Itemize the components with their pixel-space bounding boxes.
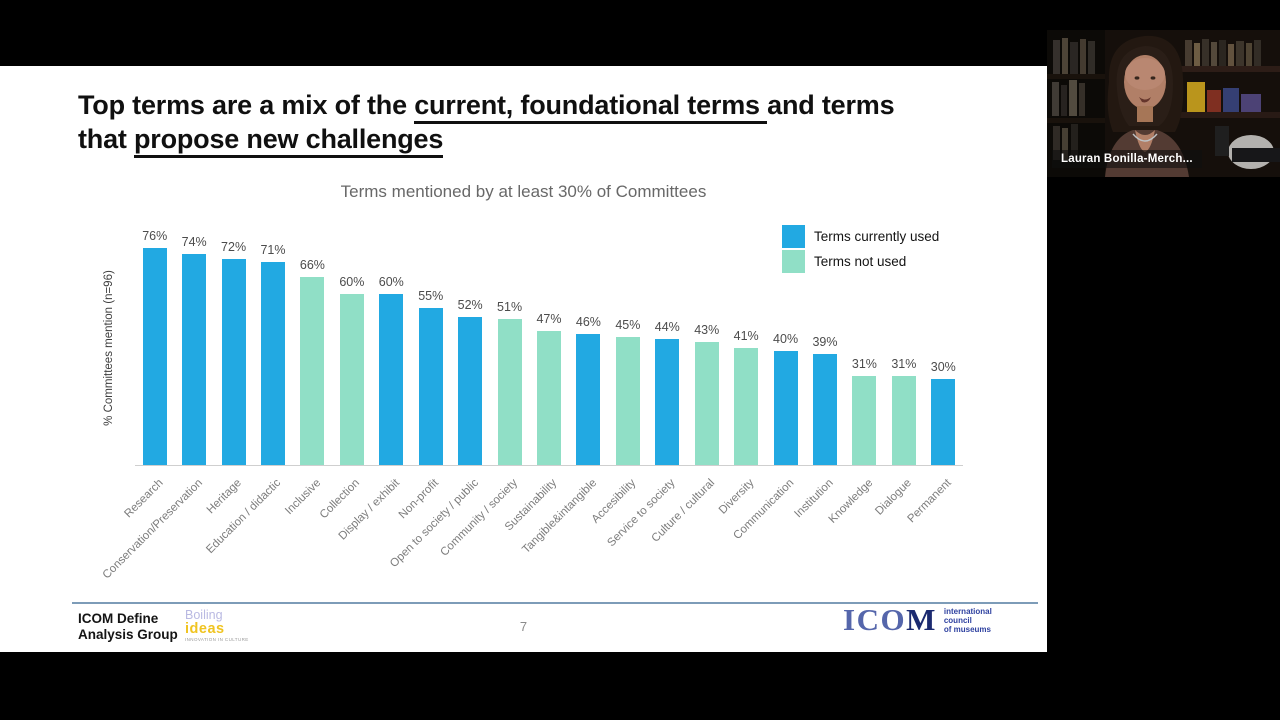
bar-institution bbox=[813, 353, 837, 465]
bar-service-to-society bbox=[655, 339, 680, 465]
bar-value-label: 76% bbox=[142, 229, 168, 244]
bar-value-label: 52% bbox=[457, 297, 483, 312]
bar-value-label: 31% bbox=[891, 357, 917, 372]
bar-value-label: 66% bbox=[299, 257, 325, 272]
legend-swatch-currently_used bbox=[782, 224, 805, 248]
bar-value-label: 74% bbox=[181, 234, 207, 249]
bar-inclusive bbox=[300, 276, 325, 465]
bar-value-label: 46% bbox=[575, 314, 601, 329]
x-axis-category-label: Tangible&intangible bbox=[519, 477, 599, 557]
chart-legend: Terms currently used Terms not used bbox=[782, 224, 939, 274]
x-axis-category-label: Dialogue bbox=[873, 477, 915, 518]
title-text: and terms bbox=[767, 90, 895, 120]
title-text: that bbox=[78, 124, 134, 154]
bar-value-label: 41% bbox=[733, 328, 759, 343]
bar-value-label: 72% bbox=[221, 240, 247, 255]
bar-value-label: 60% bbox=[339, 274, 365, 289]
bar-value-label: 44% bbox=[654, 320, 680, 335]
legend-label-not_used: Terms not used bbox=[814, 253, 907, 269]
bar-sustainability bbox=[537, 330, 561, 465]
x-axis-category-label: Education / didactic bbox=[204, 477, 284, 557]
bar-value-label: 31% bbox=[851, 357, 877, 372]
bar-permanent bbox=[931, 379, 956, 465]
bar-non-profit bbox=[418, 307, 443, 465]
boiling-ideas-logo-tagline: INNOVATION IN CULTURE bbox=[185, 637, 249, 642]
bar-education-didactic bbox=[261, 262, 285, 465]
participant-name-label: Lauran Bonilla-Merch... bbox=[1052, 150, 1202, 168]
bar-value-label: 55% bbox=[418, 288, 444, 303]
bar-knowledge bbox=[852, 376, 877, 465]
bar-diversity bbox=[734, 347, 759, 465]
bar-value-label: 71% bbox=[260, 243, 286, 258]
bar-heritage bbox=[221, 259, 246, 465]
bar-value-label: 30% bbox=[930, 360, 956, 375]
x-axis-category-label: Diversity bbox=[716, 477, 757, 517]
title-underlined-text: propose new challenges bbox=[134, 124, 443, 158]
page-number: 7 bbox=[519, 619, 528, 634]
slide-title: Top terms are a mix of the current, foun… bbox=[78, 88, 988, 158]
footer-group-name: ICOM Define Analysis Group bbox=[78, 611, 178, 642]
chart-title: Terms mentioned by at least 30% of Commi… bbox=[340, 182, 707, 201]
icom-logo-subtext-line: of museums bbox=[943, 624, 991, 634]
bar-value-label: 40% bbox=[773, 331, 799, 346]
chart-plot-layer: % Committees mention (n=96) 76% Research 7… bbox=[0, 66, 1047, 652]
boiling-ideas-logo-text: Boiling bbox=[185, 608, 223, 622]
bar-value-label: 45% bbox=[615, 317, 641, 332]
bar-display-exhibit bbox=[379, 293, 404, 465]
presentation-slide: Top terms are a mix of the current, foun… bbox=[0, 66, 1047, 652]
bar-research bbox=[142, 248, 167, 465]
boiling-ideas-logo: Boiling ideas INNOVATION IN CULTURE bbox=[185, 609, 249, 643]
icom-logo-text: M bbox=[906, 602, 937, 637]
slide-title-line1: Top terms are a mix of the current, foun… bbox=[78, 88, 988, 124]
icom-logo-subtext-line: council bbox=[943, 615, 972, 625]
footer-group-line2: Analysis Group bbox=[78, 626, 178, 642]
bar-conservation-preservation bbox=[182, 253, 207, 465]
x-axis-line bbox=[135, 465, 963, 466]
bar-community-society bbox=[497, 319, 522, 465]
bar-open-to-society-public bbox=[458, 316, 483, 465]
icom-logo-subtext-line: international bbox=[943, 606, 992, 616]
legend-row-currently_used: Terms currently used bbox=[782, 224, 939, 248]
bar-collection bbox=[339, 293, 364, 465]
bar-communication bbox=[773, 350, 798, 465]
bar-tangible-intangible bbox=[576, 333, 601, 465]
x-axis-category-label: Heritage bbox=[204, 477, 245, 517]
legend-row-not_used: Terms not used bbox=[782, 249, 939, 273]
icom-logo: ICOM international council of museums bbox=[843, 602, 992, 637]
bar-value-label: 39% bbox=[812, 334, 838, 349]
title-underlined-text: current, foundational terms bbox=[414, 90, 768, 124]
bar-value-label: 51% bbox=[497, 300, 523, 315]
x-axis-category-label: Community / society bbox=[438, 477, 521, 559]
icom-logo-subtext: international council of museums bbox=[944, 607, 992, 634]
title-text: Top terms are a mix of the bbox=[78, 90, 415, 120]
x-axis-category-label: Service to society bbox=[605, 477, 678, 550]
webcam-video-tile[interactable]: Lauran Bonilla-Merch... bbox=[1047, 30, 1280, 177]
bar-value-label: 60% bbox=[378, 274, 404, 289]
footer-divider bbox=[72, 602, 1038, 604]
bar-dialogue bbox=[891, 376, 916, 465]
slide-title-line2: that propose new challenges bbox=[78, 122, 988, 158]
bar-accesibility bbox=[615, 336, 640, 465]
bar-value-label: 43% bbox=[694, 323, 720, 338]
legend-swatch-not_used bbox=[782, 249, 805, 273]
bar-value-label: 47% bbox=[536, 311, 562, 326]
legend-label-currently_used: Terms currently used bbox=[814, 228, 940, 244]
footer-group-line1: ICOM Define bbox=[78, 611, 159, 626]
icom-logo-wordmark: ICOM bbox=[843, 602, 937, 637]
x-axis-category-label: Inclusive bbox=[282, 477, 323, 518]
bar-culture-cultural bbox=[694, 342, 719, 465]
boiling-ideas-logo-text: ideas bbox=[185, 621, 225, 637]
icom-logo-text: ICO bbox=[843, 602, 907, 637]
y-axis-label: % Committees mention (n=96) bbox=[103, 270, 115, 426]
